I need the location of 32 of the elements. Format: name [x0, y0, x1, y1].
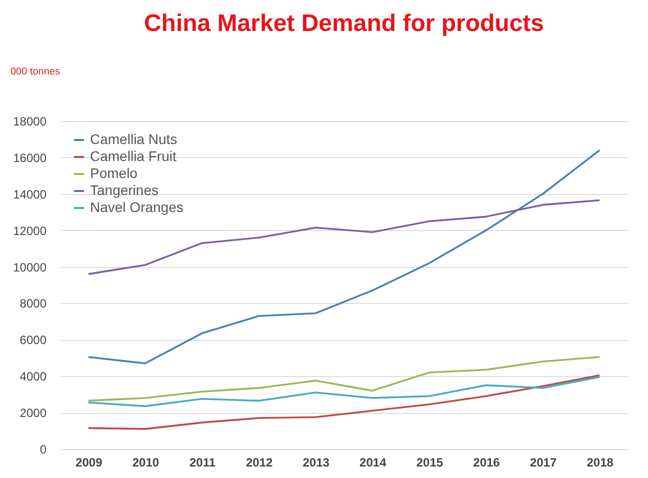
y-tick-label: 0 [40, 442, 47, 456]
y-tick-label: 2000 [20, 406, 47, 420]
y-axis-title: 000 tonnes [10, 66, 60, 78]
y-tick-label: 14000 [13, 187, 47, 202]
x-tick-label: 2017 [530, 456, 557, 470]
x-tick-label: 2016 [473, 456, 500, 470]
x-tick-label: 2015 [416, 456, 444, 470]
legend-label: Tangerines [90, 182, 158, 198]
y-tick-label: 10000 [13, 260, 47, 274]
y-tick-label: 12000 [13, 224, 47, 238]
x-tick-label: 2010 [132, 456, 160, 470]
x-tick-label: 2011 [189, 456, 216, 470]
x-tick-label: 2013 [302, 456, 330, 470]
legend-label: Camellia Fruit [90, 148, 176, 164]
legend-label: Camellia Nuts [90, 131, 178, 147]
line-series [88, 149, 600, 364]
line-series [88, 376, 600, 408]
x-tick-label: 2018 [586, 456, 614, 470]
x-tick-label: 2009 [76, 456, 103, 470]
legend-label: Navel Oranges [90, 199, 184, 215]
legend-label: Pomelo [90, 165, 138, 181]
y-tick-label: 4000 [20, 370, 47, 384]
x-tick-label: 2012 [246, 456, 273, 470]
y-tick-label: 18000 [13, 114, 47, 128]
line-series [88, 374, 600, 430]
y-tick-label: 16000 [13, 150, 47, 165]
x-tick-label: 2014 [360, 456, 387, 470]
chart-title: China Market Demand for products [144, 10, 544, 37]
line-series [88, 199, 600, 275]
line-series [88, 356, 600, 402]
y-tick-label: 8000 [20, 296, 47, 311]
y-tick-label: 6000 [20, 333, 47, 348]
